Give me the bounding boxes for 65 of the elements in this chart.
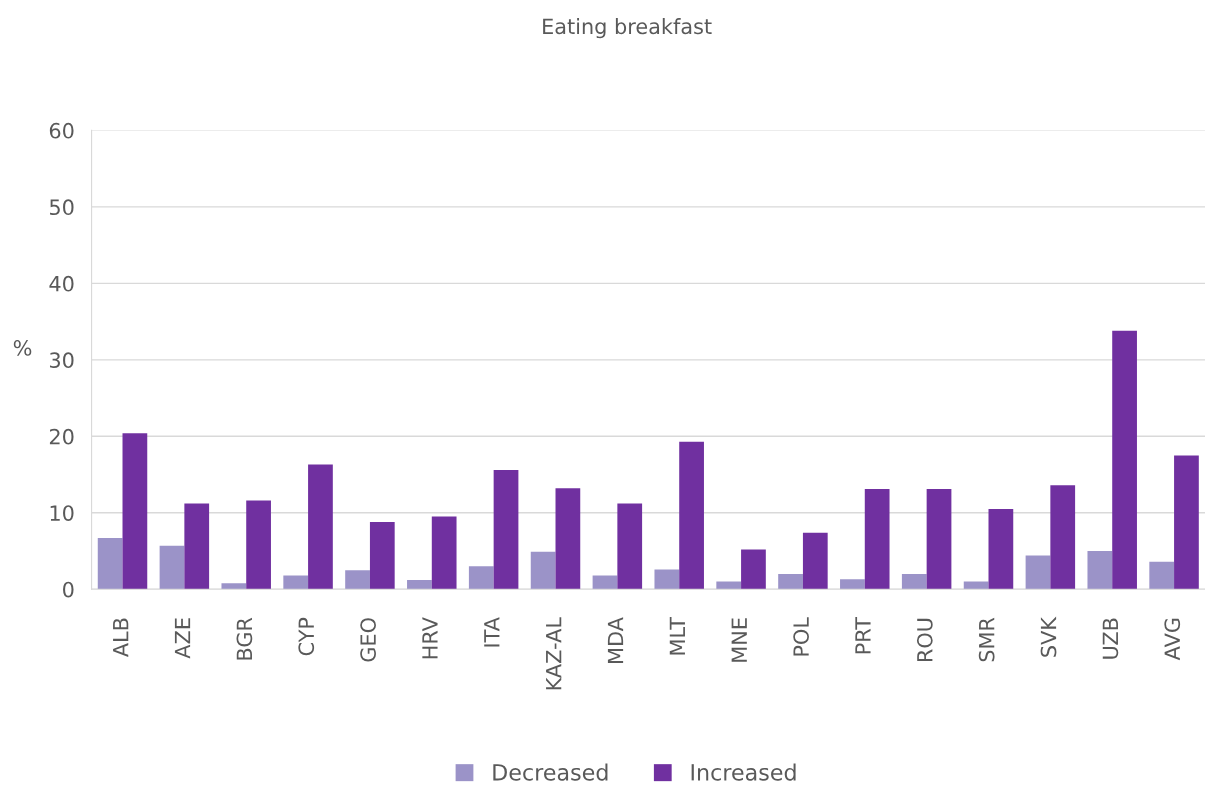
bar (778, 573, 803, 590)
bar (716, 581, 742, 590)
bar (246, 500, 271, 590)
x-tick-label: KAZ-AL (546, 617, 562, 690)
chart-title: Eating breakfast (543, 18, 712, 39)
y-tick-label: 30 (49, 352, 74, 369)
legend-label: Increased (691, 763, 796, 781)
bar (122, 433, 148, 590)
x-tick-label: AVG (1164, 618, 1181, 661)
bar (221, 583, 247, 590)
x-tick-label: SMR (978, 617, 995, 662)
legend-label: Decreased (493, 763, 608, 781)
y-tick-label: 0 (63, 581, 74, 598)
bar (901, 573, 927, 590)
bar (493, 469, 519, 590)
x-tick-label: HRV (422, 617, 438, 659)
bar (1050, 485, 1076, 590)
x-tick-label: SVK (1040, 616, 1057, 657)
x-tick-label: GEO (360, 618, 376, 662)
y-tick-label: 60 (49, 122, 74, 139)
bar (283, 575, 309, 590)
bar (679, 441, 704, 590)
x-tick-label: MDA (607, 617, 624, 663)
bar (802, 532, 828, 590)
bar (1149, 561, 1175, 590)
bar (407, 580, 432, 590)
x-tick-label: UZB (1102, 618, 1119, 659)
bar (159, 545, 185, 590)
x-tick-label: MLT (669, 616, 685, 655)
bar (530, 551, 556, 590)
y-axis-title: % (13, 340, 32, 356)
bar (1112, 330, 1137, 590)
bar (988, 508, 1014, 590)
y-tick-label: 20 (49, 428, 74, 445)
bar (431, 516, 457, 590)
bar (963, 581, 989, 590)
bar (97, 538, 123, 590)
y-tick-label: 10 (50, 505, 74, 521)
bar (345, 570, 370, 590)
x-tick-label: ROU (916, 618, 933, 662)
bar (1025, 555, 1051, 590)
y-tick-label: 40 (49, 275, 74, 292)
x-tick-label: MNE (731, 618, 747, 662)
bar (592, 575, 618, 590)
bar (468, 566, 494, 590)
x-tick-label: CYP (298, 617, 315, 656)
x-tick-label: AZE (174, 618, 191, 659)
bar (617, 503, 643, 590)
y-tick-label: 50 (50, 199, 74, 216)
bar (308, 464, 333, 590)
bar (654, 569, 680, 590)
bar (864, 489, 890, 590)
x-tick-label: ITA (484, 617, 500, 647)
bar (1174, 455, 1199, 590)
bar (926, 489, 952, 590)
bar (369, 521, 395, 590)
bar (555, 488, 581, 590)
bar (184, 503, 210, 590)
x-tick-label: POL (793, 617, 809, 656)
x-tick-label: BGR (236, 617, 253, 660)
bar (840, 579, 865, 590)
x-tick-label: ALB (113, 618, 129, 658)
x-tick-label: PRT (855, 616, 871, 654)
bar (1087, 551, 1113, 590)
bar (741, 549, 766, 590)
